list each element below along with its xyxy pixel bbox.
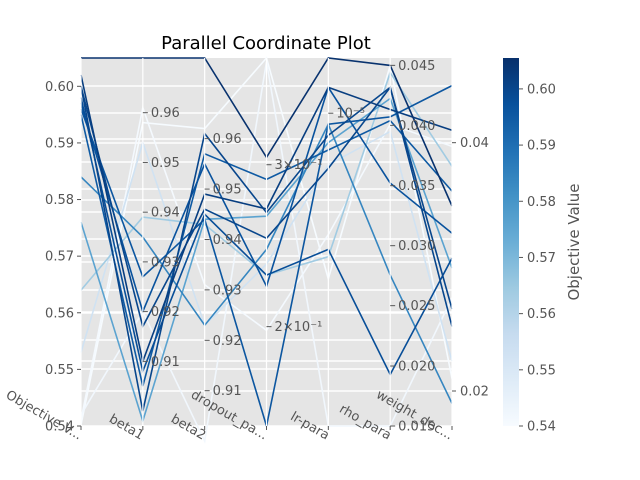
tick-label: 0.93 <box>151 255 180 270</box>
tick-labels: 0.54 0.55 0.56 0.57 0.58 0.59 0.60 0.91 0.92 0.93… <box>45 59 489 435</box>
tick-label: 0.55 <box>45 363 74 378</box>
right-tick-label: 0.04 <box>460 136 489 151</box>
tick-label: 0.91 <box>151 355 180 370</box>
axis-lines <box>80 58 453 430</box>
colorbar-tick-label: 0.56 <box>527 307 556 322</box>
tick-label: 0.92 <box>151 305 180 320</box>
colorbar-tick-label: 0.57 <box>527 251 556 266</box>
colorbar-tick-label: 0.58 <box>527 195 556 210</box>
tick-label: 10⁻⁵ <box>336 107 365 122</box>
tick-label: 0.035 <box>398 179 435 194</box>
tick-label: 0.92 <box>213 334 242 349</box>
colorbar-tick-label: 0.60 <box>527 82 556 97</box>
tick-label: 0.60 <box>45 80 74 95</box>
tick-label: 0.59 <box>45 136 74 151</box>
tick-label: 0.020 <box>398 360 435 375</box>
colorbar: 0.54 0.55 0.56 0.57 0.58 0.59 0.60 Objective V… <box>503 58 583 435</box>
colorbar-tick-label: 0.59 <box>527 139 556 154</box>
colorbar-tick-label: 0.54 <box>527 420 556 435</box>
colorbar-ticks: 0.54 0.55 0.56 0.57 0.58 0.59 0.60 <box>519 82 556 435</box>
tick-label: 0.57 <box>45 250 74 265</box>
tick-label: 3×10⁻¹ <box>275 158 323 173</box>
tick-label: 0.56 <box>45 306 74 321</box>
right-tick-label: 0.02 <box>460 384 489 399</box>
tick-label: 0.54 <box>45 420 74 435</box>
tick-label: 0.95 <box>151 156 180 171</box>
tick-label: 0.025 <box>398 299 435 314</box>
axis-name: Objective V... <box>3 388 84 444</box>
tick-label: 0.015 <box>398 420 435 435</box>
tick-label: 0.040 <box>398 119 435 134</box>
tick-label: 0.94 <box>151 206 180 221</box>
tick-label: 0.91 <box>213 384 242 399</box>
tick-label: 0.96 <box>151 106 180 121</box>
tick-label: 0.96 <box>213 132 242 147</box>
tick-label: 0.030 <box>398 239 435 254</box>
colorbar-tick-label: 0.55 <box>527 363 556 378</box>
tick-label: 0.95 <box>213 183 242 198</box>
tick-label: 0.93 <box>213 283 242 298</box>
tick-label: 2×10⁻¹ <box>275 320 323 335</box>
colorbar-gradient <box>503 58 519 426</box>
chart-title: Parallel Coordinate Plot <box>161 33 371 54</box>
colorbar-label: Objective Value <box>565 183 583 300</box>
tick-label: 0.045 <box>398 59 435 74</box>
tick-label: 0.58 <box>45 193 74 208</box>
tick-label: 0.94 <box>213 233 242 248</box>
